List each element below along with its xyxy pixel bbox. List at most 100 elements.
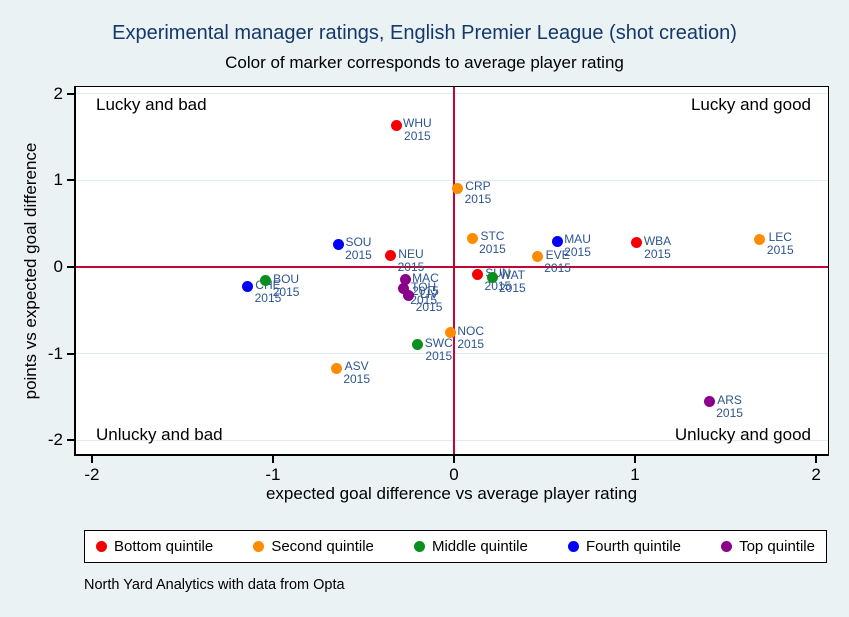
marker-label-year: 2015 (415, 299, 443, 314)
legend-marker-icon (413, 541, 425, 552)
data-point-mau (551, 235, 563, 247)
horizontal-reference-line (76, 265, 828, 268)
marker-label-year: 2015 (499, 281, 526, 296)
y-tick-label: -2 (47, 430, 63, 450)
marker-label-team: SWC (424, 335, 453, 350)
marker-label-year: 2015 (410, 292, 437, 307)
y-tick-label: 0 (53, 256, 63, 276)
marker-label-year: 2015 (254, 290, 282, 305)
y-axis-title: points vs expected goal difference (21, 142, 40, 400)
marker-label-year: 2015 (644, 246, 671, 261)
y-gridline (76, 439, 828, 441)
legend-marker-icon (567, 541, 579, 552)
legend-item: Top quintile (721, 538, 815, 555)
marker-label-year: 2015 (272, 284, 300, 299)
marker-label: LEC 2015 (767, 231, 794, 257)
marker-label-year: 2015 (343, 372, 371, 387)
marker-label-team: WBA (643, 233, 672, 248)
legend-item: Fourth quintile (567, 538, 681, 555)
marker-label: BOU 2015 (272, 271, 300, 299)
marker-label: MAC 2015 (412, 270, 439, 298)
marker-label: EVE 2015 (544, 248, 571, 275)
chart-title: Experimental manager ratings, English Pr… (112, 22, 737, 44)
marker-label-team: ARS (717, 392, 742, 407)
marker-label-year: 2015 (464, 192, 492, 207)
marker-label: ARS 2015 (716, 392, 743, 420)
marker-label-year: 2015 (457, 336, 485, 351)
marker-label-team: LIV (420, 286, 439, 301)
data-point-ars (703, 396, 715, 408)
data-point-crp (452, 182, 464, 194)
plot-area: Lucky and bad Lucky and good Unlucky and… (48, 84, 829, 484)
marker-label-year: 2015 (412, 283, 439, 298)
data-point-neu (385, 250, 397, 262)
marker-label-team: TOH (411, 279, 437, 294)
data-point-whu (390, 119, 402, 131)
marker-label: WHU 2015 (403, 117, 432, 143)
vertical-reference-line (452, 87, 455, 454)
marker-label: NOC 2015 (457, 323, 485, 351)
x-tick-label: -1 (265, 465, 281, 484)
legend: Bottom quintile Second quintile Middle qui… (84, 530, 827, 563)
marker-label-year: 2015 (544, 260, 571, 275)
legend-label: Second quintile (271, 538, 374, 555)
data-point-liv (403, 290, 415, 302)
x-axis-tick (634, 456, 637, 463)
data-point-bou (260, 275, 272, 287)
marker-label-team: ASV (344, 359, 369, 374)
marker-label-year: 2015 (397, 259, 425, 274)
legend-marker-icon (96, 541, 107, 552)
marker-label-team: SOU (345, 235, 372, 250)
y-axis-tick (67, 352, 74, 355)
marker-label-year: 2015 (766, 243, 794, 258)
quadrant-label-bottom-left: Unlucky and bad (96, 425, 223, 444)
legend-item: Middle quintile (413, 538, 528, 555)
data-point-wba (631, 237, 643, 249)
y-gridline (76, 93, 828, 95)
data-point-sou (332, 238, 344, 250)
data-point-lec (754, 233, 766, 245)
marker-label-team: NEU (398, 246, 424, 261)
y-tick-label: -1 (47, 343, 63, 363)
quadrant-label-bottom-right: Unlucky and good (674, 425, 811, 444)
y-gridline (76, 353, 828, 355)
marker-label: SOU 2015 (345, 236, 372, 262)
marker-label-team: NOC (457, 323, 485, 338)
marker-label-team: BOU (273, 271, 300, 286)
marker-label: MAU 2015 (564, 233, 591, 259)
marker-label-year: 2015 (404, 129, 431, 144)
marker-label-team: MAC (412, 270, 439, 285)
chart-subtitle: Color of marker corresponds to average p… (225, 53, 624, 72)
legend-item: Second quintile (253, 538, 374, 555)
x-axis-tick (90, 456, 93, 463)
y-axis-tick (67, 439, 74, 442)
marker-label-team: CRP (465, 179, 491, 194)
data-point-che (242, 281, 254, 293)
marker-label: SWC 2015 (424, 335, 453, 363)
data-point-sun (472, 269, 484, 281)
quadrant-label-top-right: Lucky and good (690, 95, 811, 114)
data-point-toh (397, 283, 409, 295)
marker-label: LIV 2015 (415, 286, 443, 314)
data-point-noc (444, 327, 456, 339)
marker-label: NEU 2015 (397, 246, 425, 274)
legend-marker-icon (253, 541, 265, 552)
quadrant-label-top-left: Lucky and bad (96, 95, 207, 114)
data-point-eve (531, 251, 543, 263)
marker-label: ASV 2015 (343, 360, 370, 386)
x-tick-label: 0 (449, 465, 459, 484)
x-axis-title: expected goal difference vs average play… (265, 484, 638, 503)
x-axis-tick (271, 456, 274, 463)
x-axis-tick (815, 456, 818, 463)
legend-label: Middle quintile (431, 538, 528, 555)
marker-label-team: WHU (403, 116, 432, 131)
legend-label: Bottom quintile (114, 538, 214, 555)
legend-label: Top quintile (739, 538, 815, 555)
data-point-asv (330, 362, 342, 374)
marker-label: STC 2015 (479, 230, 506, 256)
marker-label: TOH 2015 (410, 279, 437, 307)
marker-label-team: WAT (499, 268, 526, 283)
data-point-mac (399, 274, 411, 286)
data-point-wat (486, 271, 498, 283)
marker-label: WBA 2015 (643, 233, 672, 261)
